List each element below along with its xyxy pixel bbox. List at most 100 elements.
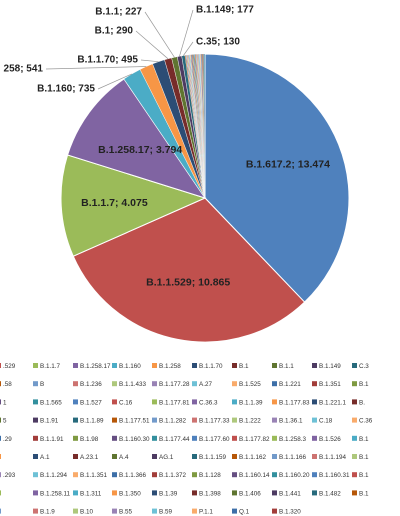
legend-swatch bbox=[112, 417, 117, 423]
legend-swatch bbox=[312, 472, 317, 478]
legend-label: B.1.350 bbox=[119, 490, 141, 497]
legend-label: B.1.160 bbox=[119, 363, 141, 370]
pie-slice-b-1-617-2 bbox=[204, 53, 350, 303]
legend-swatch bbox=[152, 417, 157, 423]
data-label: B.1; 290 bbox=[95, 26, 134, 37]
leader-lines bbox=[45, 9, 194, 90]
legend-swatch bbox=[73, 363, 78, 368]
legend-swatch bbox=[352, 454, 357, 459]
legend-label: B.1.221.1 bbox=[319, 399, 346, 406]
legend-label: B.1 bbox=[359, 436, 369, 443]
legend-swatch bbox=[272, 472, 277, 478]
legend-label: B.1.36.1 bbox=[279, 418, 303, 425]
legend-label: B.1.160.14 bbox=[239, 472, 270, 479]
legend-label: B.1.351 bbox=[319, 381, 341, 388]
legend-swatch bbox=[73, 454, 78, 459]
legend-swatch bbox=[352, 363, 357, 368]
legend-label: B.59 bbox=[159, 509, 172, 516]
legend-label: B.1.39 bbox=[159, 490, 178, 497]
legend-label: C.18 bbox=[319, 418, 333, 425]
legend-swatch bbox=[232, 508, 237, 514]
legend-swatch bbox=[112, 454, 117, 459]
data-label: B.1.1; 227 bbox=[95, 7, 142, 18]
legend-swatch bbox=[33, 472, 38, 478]
pie-slices bbox=[60, 53, 350, 343]
legend-swatch bbox=[0, 399, 1, 405]
legend-swatch bbox=[152, 399, 157, 405]
legend-label: B.1.526 bbox=[319, 436, 341, 443]
legend-swatch bbox=[0, 454, 1, 459]
legend-swatch bbox=[232, 381, 237, 387]
legend-label: B.1.160.20 bbox=[279, 472, 310, 479]
data-labels: B.1.617.2; 13.474 B.1.1.529; 10.865 B.1.1.… bbox=[4, 5, 331, 289]
pie-slice-minor bbox=[204, 53, 206, 199]
legend-swatch bbox=[312, 363, 317, 368]
legend-label: B.1.177.28 bbox=[159, 381, 190, 388]
legend-swatch bbox=[312, 417, 317, 423]
legend-swatch bbox=[192, 472, 197, 478]
legend-swatch bbox=[73, 417, 78, 423]
legend-swatch bbox=[33, 454, 38, 459]
pie-slice-b-1-258-17 bbox=[66, 78, 207, 199]
legend-label: A.27 bbox=[199, 381, 212, 388]
legend-swatch bbox=[152, 454, 157, 459]
legend-label: B.1.221 bbox=[279, 381, 301, 388]
pie-slice-b-1-1-7 bbox=[60, 154, 207, 257]
legend-label: B. bbox=[359, 399, 365, 406]
legend-swatch bbox=[152, 363, 157, 368]
legend-swatch bbox=[352, 490, 357, 496]
legend-swatch bbox=[312, 399, 317, 405]
legend-label: B.1.1.194 bbox=[319, 454, 346, 461]
legend-swatch bbox=[272, 399, 277, 405]
legend-label: B.1.1.89 bbox=[80, 418, 104, 425]
legend-label: A.4 bbox=[119, 454, 129, 461]
legend-label: A.23.1 bbox=[80, 454, 99, 461]
legend-swatch bbox=[272, 454, 277, 459]
legend-label: B.55 bbox=[119, 509, 132, 516]
pie-slice-b-1-1-529 bbox=[72, 197, 306, 343]
legend-swatch bbox=[33, 490, 38, 496]
legend-label: B.1.177.82 bbox=[239, 436, 270, 443]
legend-label: B.1.258 bbox=[159, 363, 181, 370]
leader-line bbox=[140, 59, 159, 63]
legend-label: B.1 bbox=[359, 454, 369, 461]
legend-swatch bbox=[352, 472, 357, 478]
legend-swatch bbox=[152, 381, 157, 387]
legend-label: B.1.1.351 bbox=[80, 472, 107, 479]
legend-label: C.36 bbox=[359, 418, 373, 425]
legend-swatch bbox=[0, 472, 1, 478]
leader-line bbox=[179, 9, 194, 57]
legend-label: B.1.1.159 bbox=[199, 454, 226, 461]
legend-swatch bbox=[33, 381, 38, 387]
legend-swatch bbox=[192, 363, 197, 368]
legend-label: B.1.1.166 bbox=[279, 454, 306, 461]
legend-swatch bbox=[73, 399, 78, 405]
legend-label: B.1.177.60 bbox=[199, 436, 230, 443]
legend-swatch bbox=[192, 435, 197, 441]
legend-swatch bbox=[112, 490, 117, 496]
legend-label: B.1.1.70 bbox=[199, 363, 223, 370]
legend-label: B.1 bbox=[239, 363, 249, 370]
legend-swatch bbox=[112, 381, 117, 387]
legend-swatch bbox=[232, 435, 237, 441]
legend-label: AG.1 bbox=[159, 454, 174, 461]
legend-label: B.1.1.433 bbox=[119, 381, 146, 388]
leader-line bbox=[97, 73, 132, 90]
legend-label: B.1.258.17 bbox=[80, 363, 111, 370]
legend-label: B bbox=[40, 381, 44, 388]
legend-label: B.1.565 bbox=[40, 399, 62, 406]
legend-swatch bbox=[112, 508, 117, 514]
legend-swatch bbox=[272, 363, 277, 368]
leader-line bbox=[183, 41, 194, 56]
legend-label: B.1.320 bbox=[279, 509, 301, 516]
legend-swatch bbox=[73, 490, 78, 496]
legend-label: B.10 bbox=[80, 509, 93, 516]
legend-label: B.1.177.44 bbox=[159, 436, 190, 443]
legend-swatch bbox=[152, 435, 157, 441]
data-label: B.1.258.17; 3.794 bbox=[98, 144, 182, 156]
legend-swatch bbox=[0, 363, 1, 368]
legend-label: .529 bbox=[3, 363, 16, 370]
legend-swatch bbox=[152, 490, 157, 496]
legend-label: B.1.9 bbox=[40, 509, 55, 516]
